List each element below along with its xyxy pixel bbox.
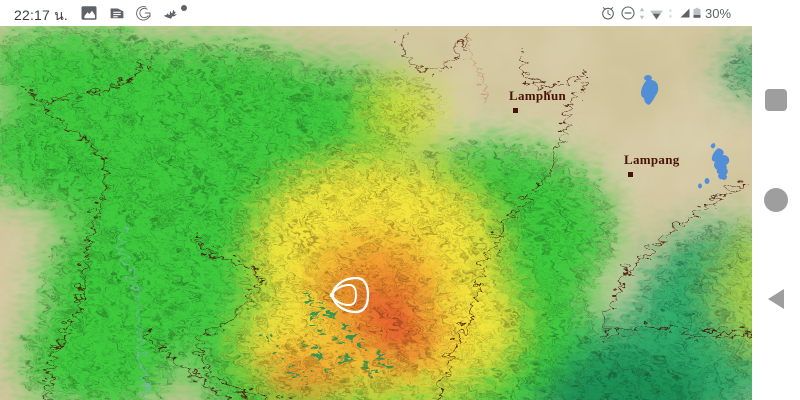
svg-text:Lampang: Lampang — [624, 152, 680, 167]
svg-text:Lamphun: Lamphun — [509, 88, 566, 103]
